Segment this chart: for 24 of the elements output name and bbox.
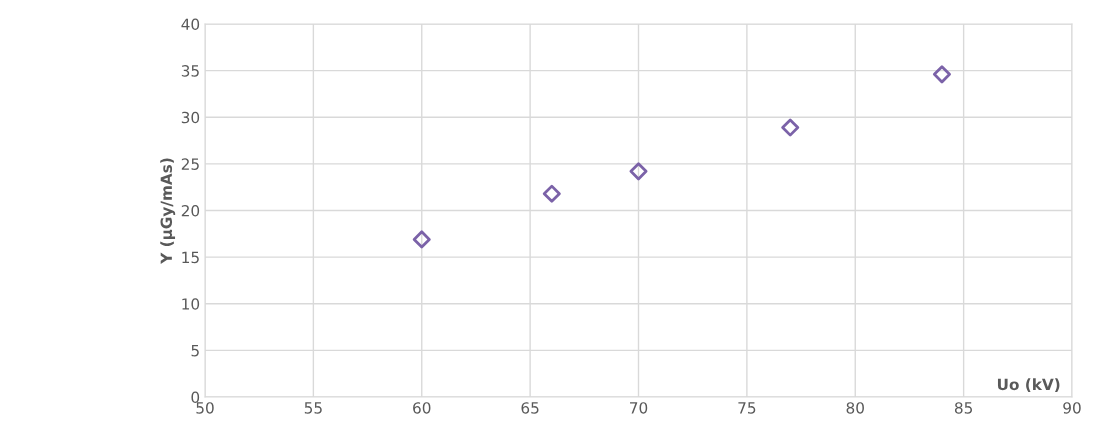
x-tick-label: 85	[954, 402, 973, 414]
y-tick-label: 25	[181, 158, 199, 170]
point	[781, 118, 800, 137]
point	[412, 230, 431, 249]
point	[542, 184, 561, 203]
y-tick-label: 20	[181, 204, 200, 217]
x-tick-label: 60	[413, 402, 431, 414]
point	[932, 65, 951, 84]
x-tick-label: 55	[304, 402, 322, 414]
x-tick-label: 75	[738, 402, 756, 414]
y-tick-label: 10	[182, 298, 200, 310]
y-tick-label: 40	[181, 18, 200, 31]
y-tick-label: 35	[181, 65, 199, 77]
x-tick-label: 80	[846, 402, 864, 414]
y-tick-label: 15	[182, 251, 199, 264]
x-tick-label: 70	[630, 402, 648, 414]
point	[629, 162, 648, 181]
y-tick-label: 5	[191, 345, 199, 357]
y-axis-title: Y (µGy/mAs)	[160, 158, 176, 264]
x-tick-label: 65	[521, 402, 539, 414]
y-tick-label: 30	[181, 111, 200, 124]
x-tick-label: 90	[1063, 402, 1081, 414]
x-tick-label: 50	[196, 402, 214, 414]
x-axis-title: Uo (kV)	[997, 378, 1060, 392]
